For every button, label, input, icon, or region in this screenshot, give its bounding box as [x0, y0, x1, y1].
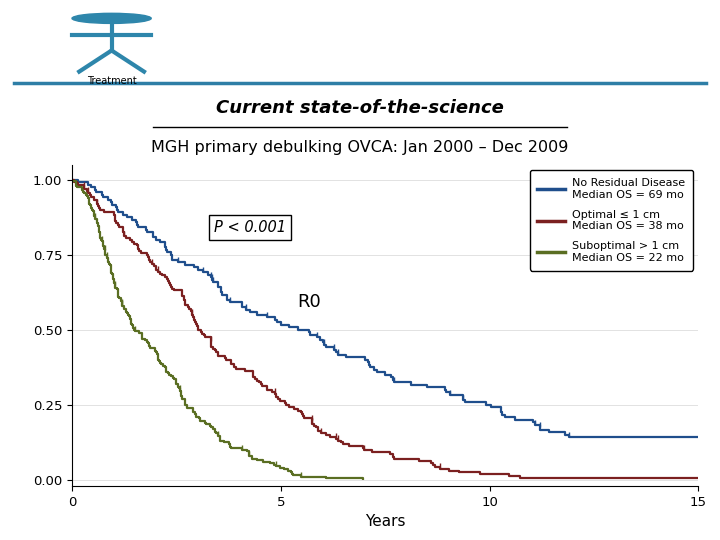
X-axis label: Years: Years: [365, 514, 405, 529]
Circle shape: [72, 14, 151, 23]
Text: Treatment: Treatment: [86, 76, 137, 86]
Text: Current state-of-the-science: Current state-of-the-science: [216, 99, 504, 117]
Text: MGH primary debulking OVCA: Jan 2000 – Dec 2009: MGH primary debulking OVCA: Jan 2000 – D…: [151, 140, 569, 154]
Text: R0: R0: [297, 293, 321, 312]
Legend: No Residual Disease
Median OS = 69 mo, Optimal ≤ 1 cm
Median OS = 38 mo, Subopti: No Residual Disease Median OS = 69 mo, O…: [530, 170, 693, 271]
Text: P < 0.001: P < 0.001: [214, 220, 286, 235]
